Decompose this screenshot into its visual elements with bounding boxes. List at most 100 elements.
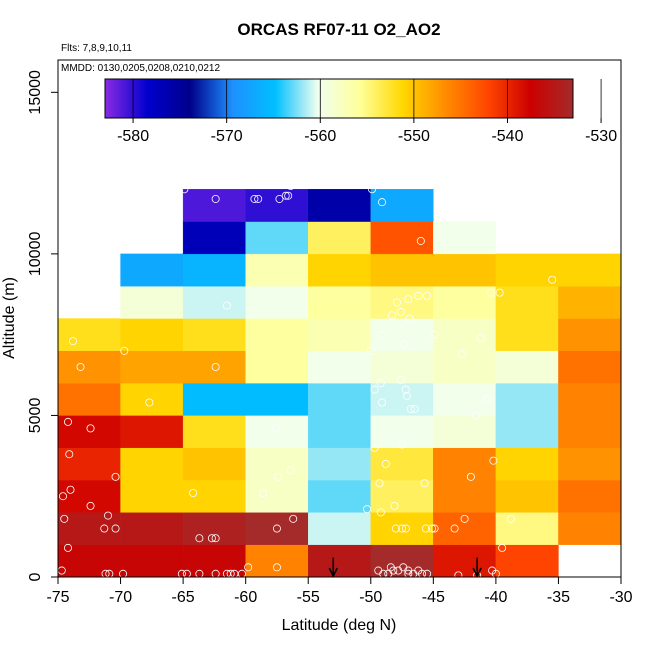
heatmap-cell [120, 382, 184, 416]
heatmap-cell [558, 512, 622, 545]
flight-point [370, 443, 379, 452]
heatmap-cell [433, 447, 497, 481]
heatmap-cell [558, 350, 622, 384]
marker-arrows [328, 557, 482, 578]
flight-point [410, 404, 419, 413]
heatmap-cell [558, 415, 622, 448]
heatmap-cell [308, 285, 371, 319]
flight-point [386, 563, 395, 572]
flight-point [189, 488, 198, 497]
heatmap-cell [120, 285, 184, 319]
heatmap-cell [495, 479, 559, 513]
heatmap-cell [558, 253, 622, 287]
flight-point [375, 479, 384, 488]
heatmap-cell [182, 382, 246, 416]
flight-point [59, 492, 68, 501]
flight-point [195, 534, 204, 543]
heatmap-cell [182, 350, 246, 384]
x-tick-label: -30 [609, 589, 632, 606]
heatmap-cell [370, 221, 434, 255]
plot-frame [57, 59, 622, 578]
heatmap-cell [495, 447, 559, 481]
flights-note: Flts: 7,8,9,10,11 [61, 43, 132, 54]
flight-point [211, 194, 220, 203]
heatmap-cell [120, 447, 184, 481]
heatmap-cell [182, 318, 246, 352]
flight-point [398, 440, 407, 449]
flight-point [423, 291, 432, 300]
flight-point [376, 330, 385, 339]
flight-point [376, 508, 385, 517]
flight-point [416, 236, 425, 245]
heatmap-cell [120, 479, 184, 513]
y-tick-label: 0 [27, 572, 44, 581]
flight-point [211, 362, 220, 371]
flight-point [506, 514, 515, 523]
flight-point [450, 524, 459, 533]
heatmap-cell [558, 447, 622, 481]
heatmap-cell [120, 512, 184, 545]
flight-point [406, 404, 415, 413]
flight-point [404, 295, 413, 304]
heatmap-cell [433, 415, 497, 448]
x-tick-label: -35 [547, 589, 570, 606]
heatmap-cell [120, 318, 184, 352]
heatmap-cell [57, 479, 121, 513]
flight-point [370, 385, 379, 394]
heatmap-cell [182, 415, 246, 448]
flight-point [366, 346, 375, 355]
colorbar-tick-label: -560 [304, 128, 336, 145]
flight-point [64, 543, 73, 552]
flight-point [428, 524, 437, 533]
heatmap-cell [120, 350, 184, 384]
x-tick-label: -75 [46, 589, 69, 606]
marker-arrow-head [472, 567, 482, 578]
heatmap-cell [495, 350, 559, 384]
heatmap-cell [370, 318, 434, 352]
heatmap-cell [245, 253, 309, 287]
flight-point [476, 333, 485, 342]
heatmap-cell [120, 544, 184, 578]
flight-point [281, 191, 290, 200]
heatmap-cell [245, 189, 309, 222]
flight-point [460, 514, 469, 523]
heatmap-cell [433, 253, 497, 287]
flight-point [454, 571, 463, 580]
x-tick-label: -40 [484, 589, 507, 606]
flight-point [404, 566, 413, 575]
heatmap-cell [245, 447, 309, 481]
flight-point [272, 524, 281, 533]
heatmap-cell [558, 318, 622, 352]
flight-point [396, 308, 405, 317]
flight-point [483, 395, 492, 404]
heatmap-cell [57, 318, 121, 352]
marker-arrow-head [328, 567, 338, 578]
colorbar-tick-label: -580 [117, 128, 149, 145]
flight-point [64, 417, 73, 426]
heatmap-cell [245, 221, 309, 255]
y-tick-label: 5000 [27, 398, 44, 434]
flight-point [259, 488, 268, 497]
heatmap-cell [57, 447, 121, 481]
heatmap-cell [370, 479, 434, 513]
flight-point [244, 563, 253, 572]
flight-point [284, 191, 293, 200]
flight-point [289, 514, 298, 523]
heatmap-cell [308, 479, 371, 513]
flight-point [466, 472, 475, 481]
flight-point [391, 524, 400, 533]
heatmap-cell [433, 544, 497, 578]
flight-point [100, 524, 109, 533]
colorbar: -580 -570 -560 -550 -540 -530 [104, 78, 617, 145]
heatmap-cell [182, 253, 246, 287]
heatmap-cell [495, 512, 559, 545]
flight-point [388, 311, 397, 320]
heatmap-cell [433, 512, 497, 545]
flight-point [286, 182, 295, 191]
heatmap-cell [308, 189, 371, 222]
heatmap-cell [495, 253, 559, 287]
y-tick-label: 15000 [27, 70, 44, 115]
flight-point [368, 185, 377, 194]
heatmap-cell [245, 350, 309, 384]
